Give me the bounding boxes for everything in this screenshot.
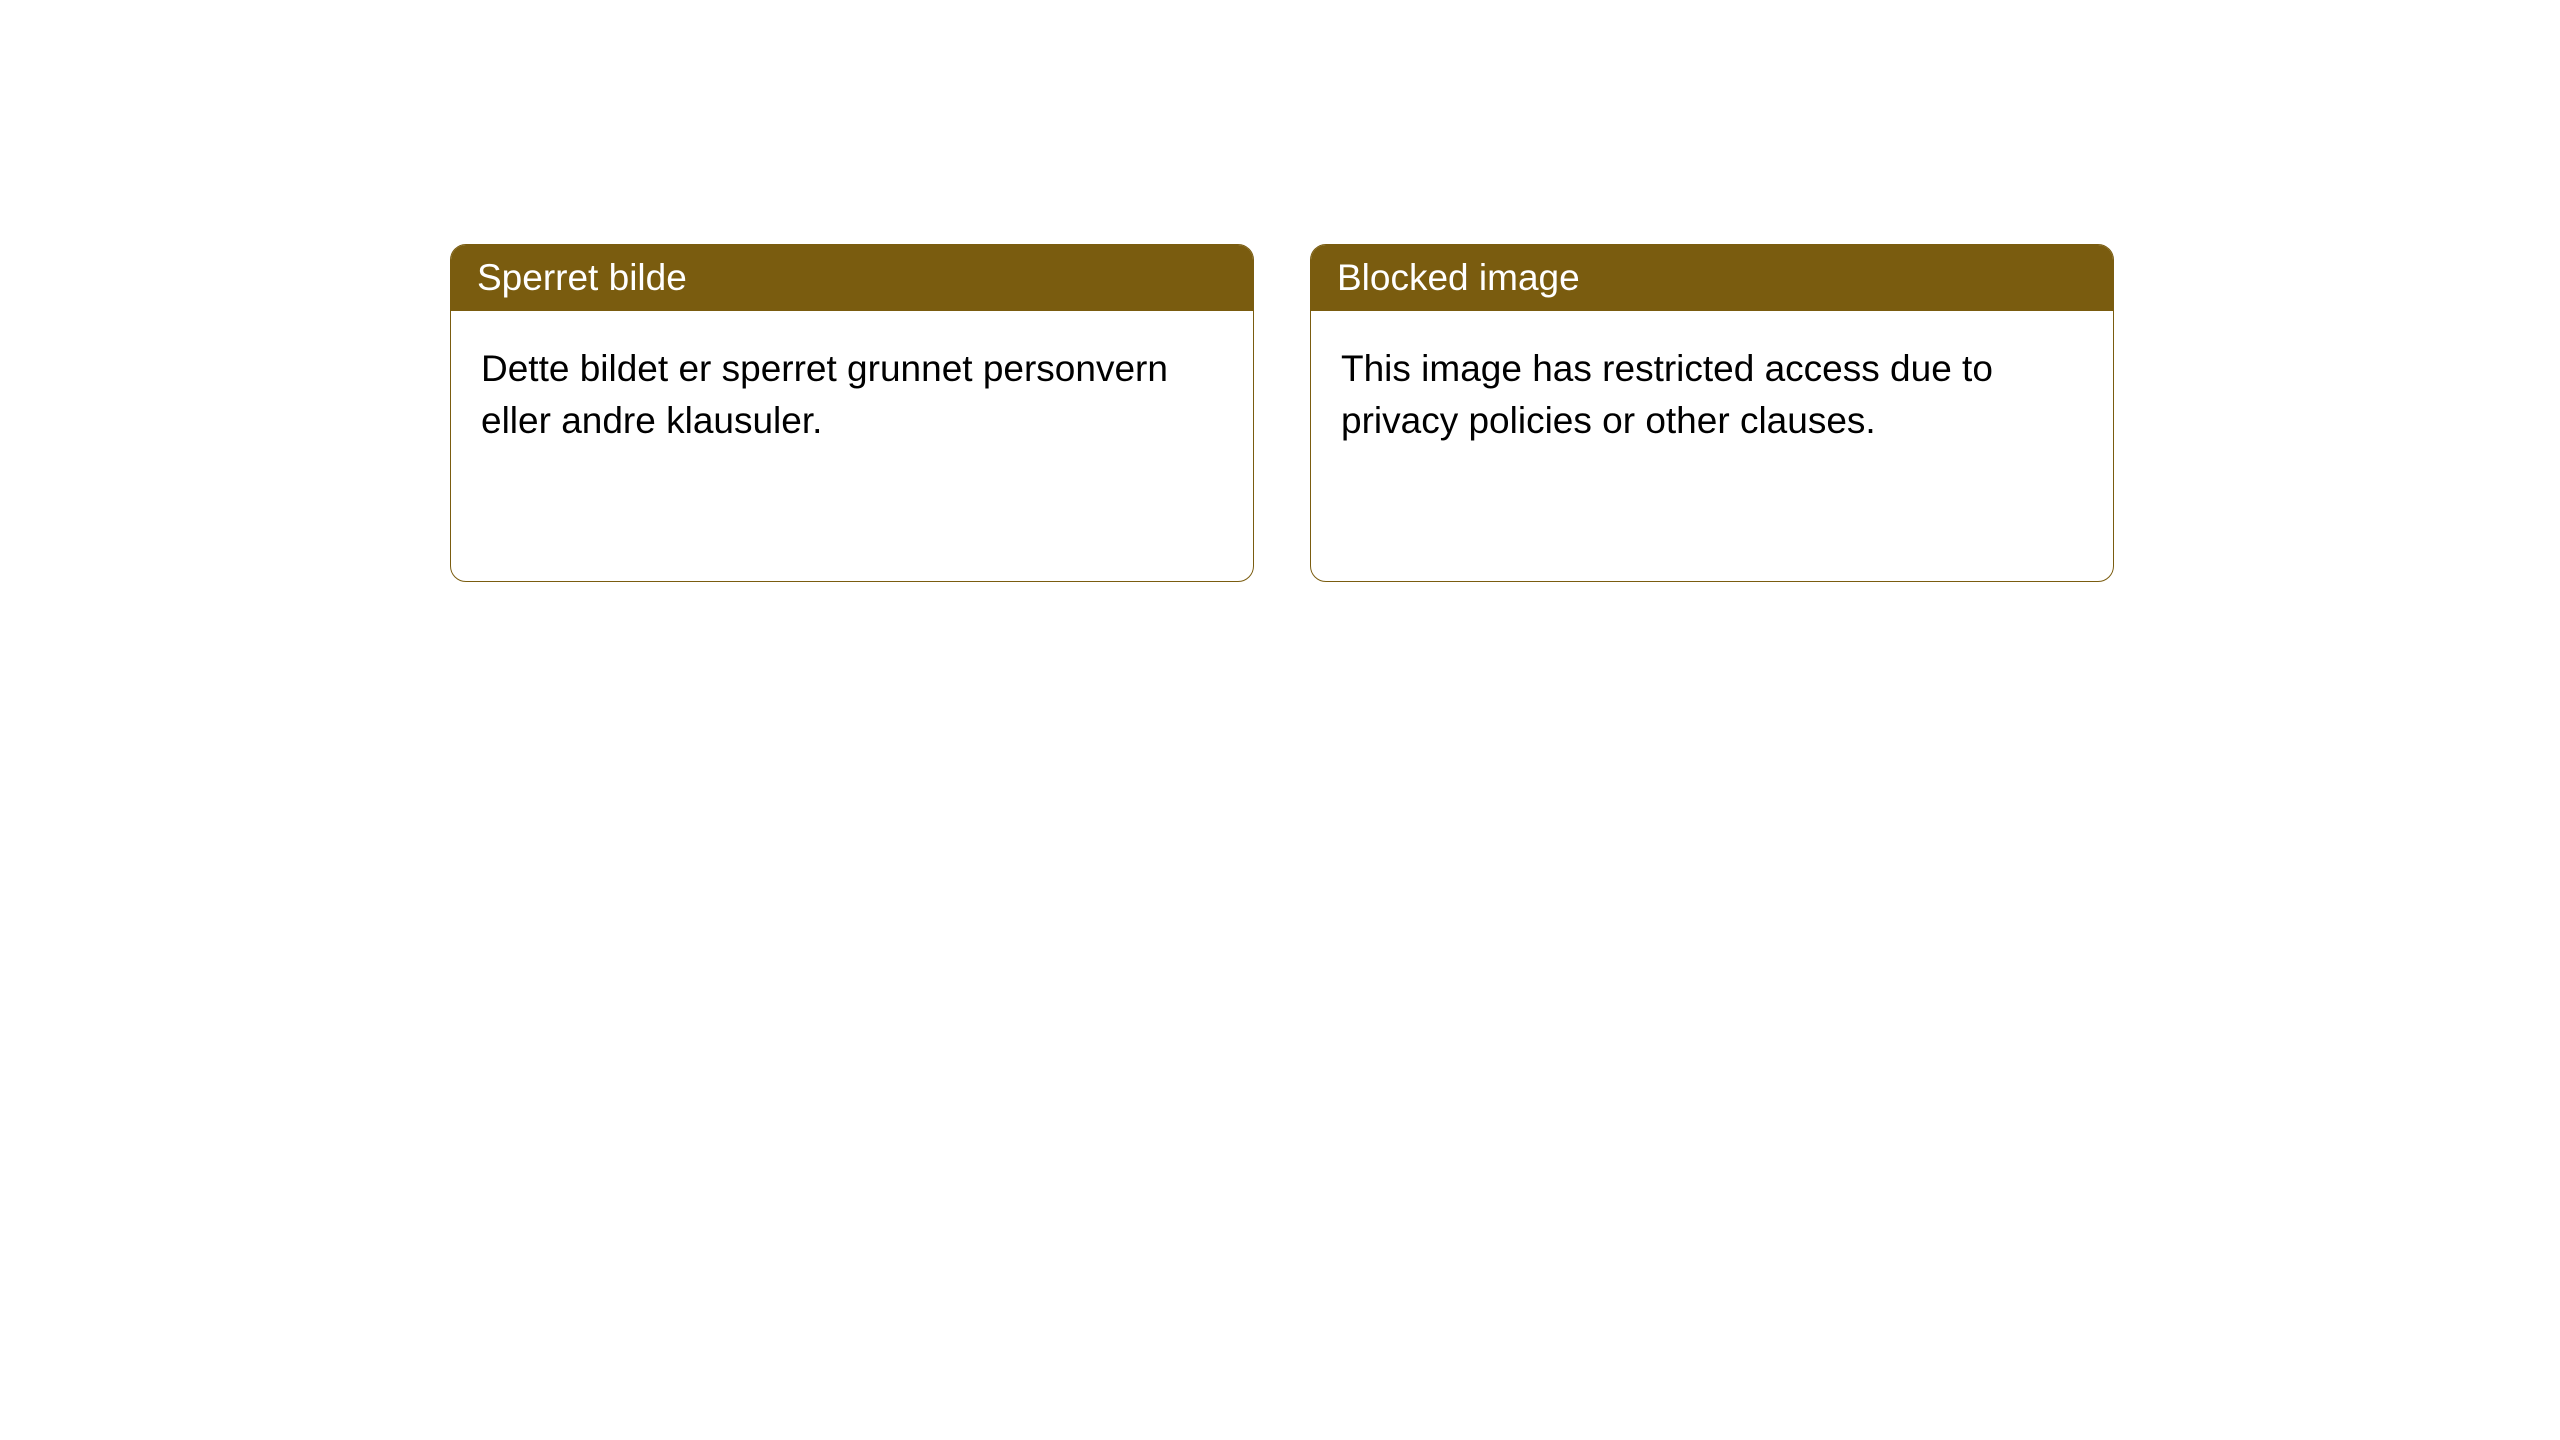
card-title: Sperret bilde <box>477 257 687 298</box>
card-message: Dette bildet er sperret grunnet personve… <box>481 348 1168 441</box>
notice-container: Sperret bilde Dette bildet er sperret gr… <box>0 0 2560 582</box>
blocked-image-card-no: Sperret bilde Dette bildet er sperret gr… <box>450 244 1254 582</box>
blocked-image-card-en: Blocked image This image has restricted … <box>1310 244 2114 582</box>
card-body: This image has restricted access due to … <box>1311 311 2113 479</box>
card-title: Blocked image <box>1337 257 1580 298</box>
card-header: Sperret bilde <box>451 245 1253 311</box>
card-header: Blocked image <box>1311 245 2113 311</box>
card-body: Dette bildet er sperret grunnet personve… <box>451 311 1253 479</box>
card-message: This image has restricted access due to … <box>1341 348 1993 441</box>
